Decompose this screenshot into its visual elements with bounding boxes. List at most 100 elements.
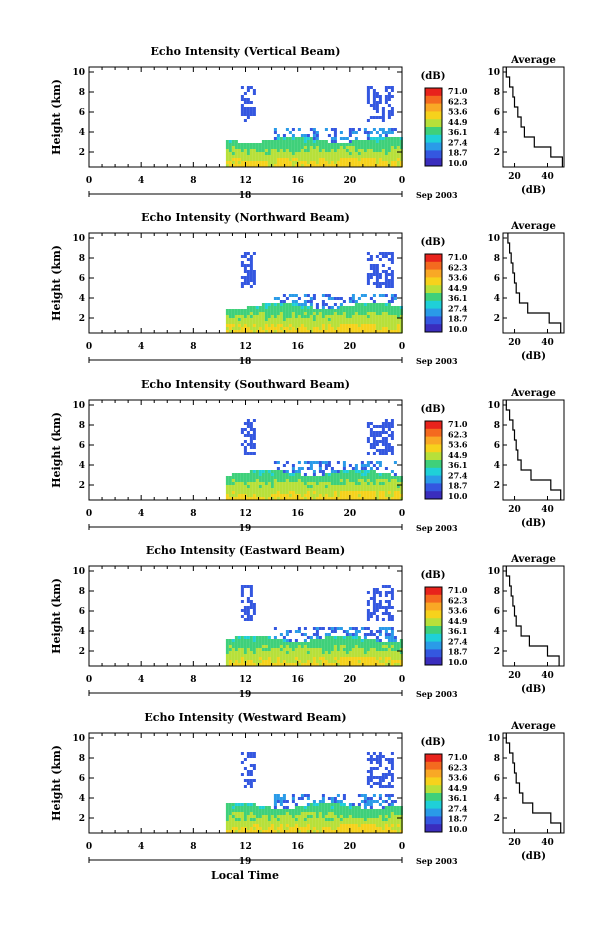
colorbar-tick-label: 27.4 [448,636,468,646]
echo-cell [399,657,403,660]
echo-cell [231,158,235,161]
echo-cell [387,443,391,446]
echo-cell [333,642,337,645]
heatmap-cells [225,86,403,167]
echo-cell [309,303,313,306]
echo-cell [336,155,340,158]
echo-cell [345,470,349,473]
echo-cell [291,482,295,485]
echo-cell [369,818,373,821]
echo-cell [246,497,250,500]
echo-cell [375,642,379,645]
echo-cell [336,473,340,476]
echo-cell [243,98,247,101]
echo-cell [276,149,280,152]
echo-cell [384,600,388,603]
echo-cell [321,303,325,306]
echo-cell [252,806,256,809]
echo-cell [390,821,394,824]
echo-cell [390,86,394,89]
echo-cell [237,164,241,167]
echo-cell [243,479,247,482]
echo-cell [336,827,340,830]
echo-cell [390,89,394,92]
echo-cell [384,473,388,476]
colorbar-tick-label: 44.9 [448,283,468,293]
echo-cell [276,158,280,161]
echo-cell [312,485,316,488]
echo-cell [372,606,376,609]
echo-cell [381,485,385,488]
echo-cell [273,158,277,161]
echo-cell [255,830,259,833]
echo-cell [282,824,286,827]
echo-cell [390,761,394,764]
echo-cell [291,800,295,803]
echo-cell [267,806,271,809]
echo-cell [267,306,271,309]
echo-cell [360,312,364,315]
echo-cell [264,158,268,161]
echo-cell [315,830,319,833]
echo-cell [333,131,337,134]
echo-cell [315,803,319,806]
echo-cell [234,315,238,318]
echo-cell [375,461,379,464]
echo-cell [348,491,352,494]
echo-cell [276,137,280,140]
echo-cell [318,315,322,318]
echo-cell [288,497,292,500]
echo-cell [384,252,388,255]
echo-cell [291,294,295,297]
echo-cell [321,815,325,818]
y-tick-label: 2 [79,314,85,324]
echo-cell [303,143,307,146]
echo-cell [354,821,358,824]
echo-cell [372,443,376,446]
echo-cell [258,815,262,818]
echo-cell [354,494,358,497]
echo-cell [378,827,382,830]
echo-cell [396,149,400,152]
echo-cell [303,809,307,812]
colorbar-segment [425,793,442,802]
echo-cell [240,143,244,146]
echo-cell [294,815,298,818]
echo-cell [396,645,400,648]
echo-cell [291,657,295,660]
echo-cell [303,479,307,482]
echo-cell [327,321,331,324]
echo-cell [300,654,304,657]
echo-cell [243,107,247,110]
echo-cell [225,809,229,812]
echo-cell [294,473,298,476]
echo-cell [270,815,274,818]
echo-cell [279,803,283,806]
echo-cell [312,809,316,812]
echo-cell [252,452,256,455]
echo-cell [312,324,316,327]
echo-cell [378,273,382,276]
echo-cell [369,116,373,119]
echo-cell [315,479,319,482]
echo-cell [348,648,352,651]
echo-cell [243,315,247,318]
echo-cell [393,315,397,318]
echo-cell [384,809,388,812]
echo-cell [348,642,352,645]
echo-cell [393,330,397,333]
echo-cell [339,654,343,657]
echo-cell [342,309,346,312]
echo-cell [273,149,277,152]
echo-cell [315,497,319,500]
echo-cell [273,648,277,651]
echo-cell [363,312,367,315]
echo-cell [264,303,268,306]
echo-cell [228,161,232,164]
echo-cell [270,321,274,324]
echo-cell [294,651,298,654]
echo-cell [348,809,352,812]
echo-cell [300,309,304,312]
echo-cell [387,92,391,95]
echo-cell [333,309,337,312]
